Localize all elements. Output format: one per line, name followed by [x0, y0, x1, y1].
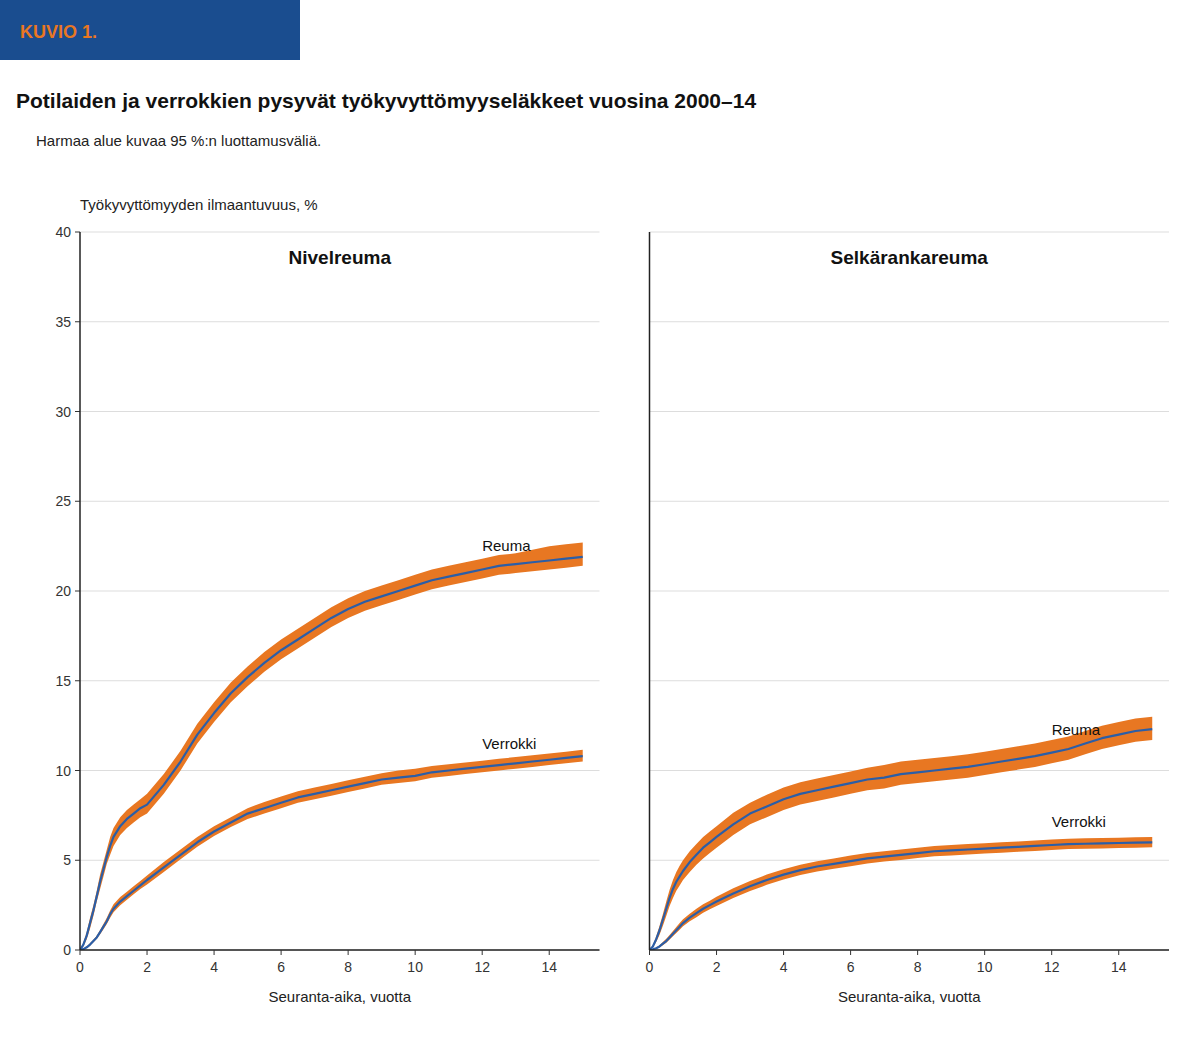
panel-title: Nivelreuma [289, 247, 392, 268]
grid-line [80, 411, 600, 412]
x-axis-line [80, 949, 600, 951]
y-tick-label: 30 [55, 404, 71, 420]
x-tick [917, 950, 918, 955]
y-tick-label: 0 [63, 942, 71, 958]
grid-line [650, 950, 1170, 951]
y-tick-label: 5 [63, 852, 71, 868]
x-tick-label: 10 [407, 959, 423, 975]
figure-label: KUVIO 1. [20, 22, 97, 42]
x-tick [281, 950, 282, 955]
grid-line [650, 321, 1170, 322]
x-tick [214, 950, 215, 955]
plot-area [650, 717, 1153, 950]
x-tick-label: 8 [914, 959, 922, 975]
series-label: Reuma [1052, 721, 1101, 738]
y-tick-label: 25 [55, 493, 71, 509]
grid-line [650, 501, 1170, 502]
plot-area [80, 543, 583, 950]
x-tick [716, 950, 717, 955]
series-label: Verrokki [1052, 813, 1106, 830]
grid-line [80, 501, 600, 502]
x-tick [482, 950, 483, 955]
series-label: Verrokki [482, 735, 536, 752]
grid-line [650, 411, 1170, 412]
x-tick-label: 6 [277, 959, 285, 975]
x-tick-label: 14 [1111, 959, 1127, 975]
grid-line [80, 232, 600, 233]
y-tick-label: 20 [55, 583, 71, 599]
confidence-band [650, 717, 1153, 950]
x-axis-line [650, 949, 1170, 951]
x-tick-label: 12 [474, 959, 490, 975]
line [80, 557, 583, 950]
grid-line [80, 950, 600, 951]
confidence-band [80, 750, 583, 950]
grid-line [80, 321, 600, 322]
x-tick-label: 12 [1044, 959, 1060, 975]
grid-line [650, 860, 1170, 861]
y-axis-label: Työkyvyttömyyden ilmaantuvuus, % [80, 196, 318, 213]
x-tick [984, 950, 985, 955]
confidence-band [650, 837, 1153, 950]
x-tick-label: 4 [210, 959, 218, 975]
x-tick [1118, 950, 1119, 955]
x-tick-label: 8 [344, 959, 352, 975]
x-tick [147, 950, 148, 955]
x-tick-label: 4 [780, 959, 788, 975]
x-tick [850, 950, 851, 955]
x-tick [549, 950, 550, 955]
series-label: Reuma [482, 537, 531, 554]
x-tick-label: 10 [977, 959, 993, 975]
x-tick-label: 2 [143, 959, 151, 975]
x-tick-label: 6 [847, 959, 855, 975]
header-banner [0, 0, 300, 60]
y-tick-label: 10 [55, 763, 71, 779]
subtitle: Harmaa alue kuvaa 95 %:n luottamusväliä. [36, 132, 321, 149]
x-tick-label: 14 [541, 959, 557, 975]
x-tick [783, 950, 784, 955]
x-tick [1051, 950, 1052, 955]
x-axis-label: Seuranta-aika, vuotta [268, 988, 411, 1005]
panel: Työkyvyttömyyden ilmaantuvuus, %05101520… [55, 196, 599, 1005]
grid-line [80, 591, 600, 592]
line [650, 729, 1153, 950]
y-tick-label: 15 [55, 673, 71, 689]
grid-line [80, 770, 600, 771]
y-tick-label: 40 [55, 224, 71, 240]
grid-line [650, 680, 1170, 681]
grid-line [650, 591, 1170, 592]
line [80, 756, 583, 950]
y-axis-line [649, 232, 651, 950]
panel: 0 2 4 6 8 10 12 14 Seuranta-aika, vuotta Selkäran… [646, 232, 1169, 1005]
x-axis-label: Seuranta-aika, vuotta [838, 988, 981, 1005]
x-tick-label: 0 [76, 959, 84, 975]
y-axis-line [79, 232, 81, 950]
x-tick [80, 950, 81, 955]
x-tick-label: 2 [713, 959, 721, 975]
panel-title: Selkärankareuma [831, 247, 989, 268]
grid-line [650, 232, 1170, 233]
x-tick [649, 950, 650, 955]
x-tick [415, 950, 416, 955]
confidence-band [80, 543, 583, 950]
line [650, 842, 1153, 950]
grid-line [80, 680, 600, 681]
x-tick-label: 0 [646, 959, 654, 975]
x-tick [348, 950, 349, 955]
chart-root: KUVIO 1. Potilaiden ja verrokkien pysyvät… [0, 0, 1199, 1040]
grid-line [80, 860, 600, 861]
title: Potilaiden ja verrokkien pysyvät työkyvy… [16, 89, 756, 112]
y-tick-label: 35 [55, 314, 71, 330]
